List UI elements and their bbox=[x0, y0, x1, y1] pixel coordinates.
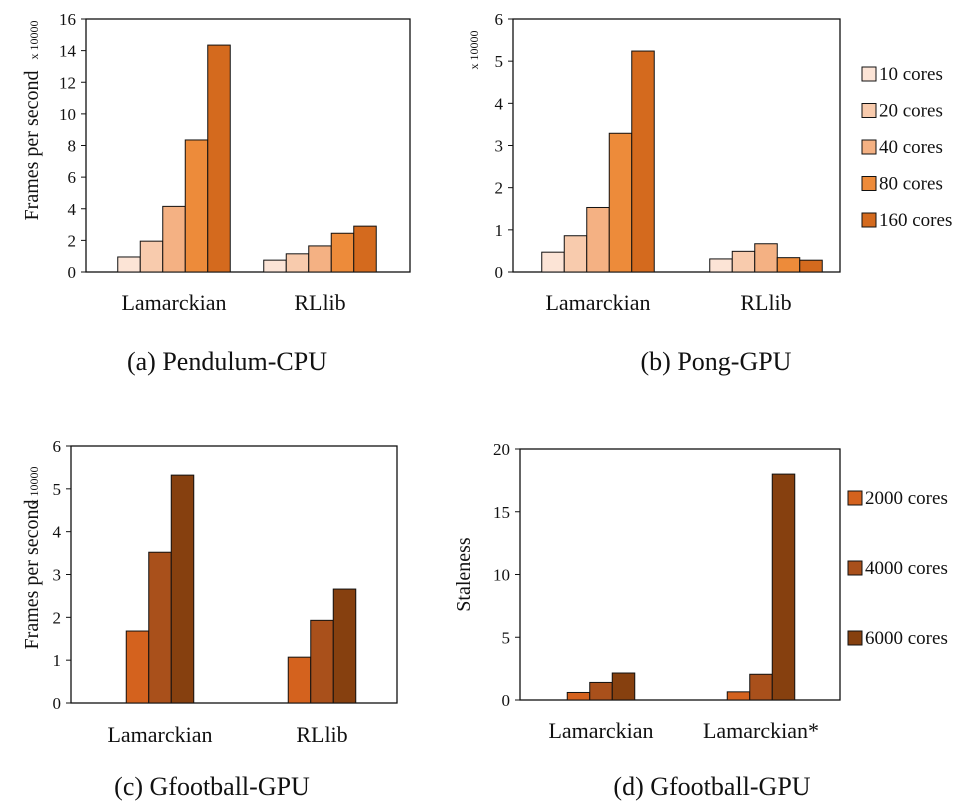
bar-2-0-2 bbox=[170, 474, 195, 704]
y-tick-label-1: 3 bbox=[495, 137, 504, 156]
y-tick-label-3: 10 bbox=[493, 566, 510, 585]
y-tick-label-0: 16 bbox=[59, 10, 76, 29]
caption-a: (a) Pendulum-CPU bbox=[127, 347, 327, 376]
legend-label-legend_top: 20 cores bbox=[879, 101, 943, 122]
multiplier-label-1: x 10000 bbox=[467, 31, 481, 70]
bar-0-1-1 bbox=[285, 253, 310, 273]
y-tick-label-0: 4 bbox=[68, 200, 77, 219]
y-tick-label-3: 20 bbox=[493, 440, 510, 459]
multiplier-label-0: x 10000 bbox=[27, 21, 41, 60]
bar-1-0-2 bbox=[586, 206, 610, 273]
y-tick-label-0: 12 bbox=[59, 73, 76, 92]
y-tick-label-2: 5 bbox=[53, 480, 62, 499]
bar-1-0-4 bbox=[631, 50, 655, 273]
y-tick-label-2: 2 bbox=[53, 608, 62, 627]
caption-b: (b) Pong-GPU bbox=[641, 347, 792, 376]
y-tick-label-2: 6 bbox=[53, 437, 62, 456]
bar-2-0-1 bbox=[148, 551, 172, 704]
legend-swatch-legend_bottom bbox=[847, 490, 863, 506]
category-label-1: Lamarckian bbox=[545, 290, 650, 315]
y-tick-label-0: 2 bbox=[68, 231, 77, 250]
y-tick-label-3: 0 bbox=[502, 691, 511, 710]
bar-3-0-2 bbox=[611, 672, 636, 701]
category-label-2: Lamarckian bbox=[107, 722, 212, 747]
bar-1-0-1 bbox=[563, 235, 588, 273]
legend-swatch-legend_top bbox=[861, 66, 877, 82]
bar-2-0-0 bbox=[125, 630, 150, 704]
category-label-2: RLlib bbox=[296, 722, 347, 747]
multiplier-label-2: x 10000 bbox=[27, 467, 41, 506]
bar-2-1-2 bbox=[332, 588, 357, 704]
y-tick-label-1: 2 bbox=[495, 179, 504, 198]
bar-0-0-4 bbox=[207, 44, 231, 273]
category-label-3: Lamarckian* bbox=[703, 718, 819, 743]
bar-0-0-3 bbox=[184, 139, 209, 273]
y-tick-label-1: 0 bbox=[495, 263, 504, 282]
bar-3-0-0 bbox=[566, 691, 591, 701]
y-tick-label-3: 5 bbox=[502, 628, 511, 647]
bar-1-1-0 bbox=[709, 258, 733, 273]
legend-label-legend_bottom: 6000 cores bbox=[865, 628, 948, 649]
bar-1-1-2 bbox=[754, 243, 778, 273]
bar-0-1-3 bbox=[330, 232, 355, 273]
legend-label-legend_bottom: 4000 cores bbox=[865, 558, 948, 579]
caption-c: (c) Gfootball-GPU bbox=[114, 772, 310, 801]
bar-0-1-4 bbox=[353, 225, 377, 273]
y-tick-label-0: 8 bbox=[68, 137, 77, 156]
legend-swatch-legend_bottom bbox=[847, 630, 863, 646]
bar-1-1-4 bbox=[799, 259, 823, 273]
caption-d: (d) Gfootball-GPU bbox=[613, 772, 810, 801]
y-tick-label-0: 6 bbox=[68, 168, 77, 187]
plot-frame-1 bbox=[512, 18, 841, 273]
bar-0-0-2 bbox=[162, 205, 186, 273]
legend-swatch-legend_top bbox=[861, 103, 877, 118]
y-axis-label-3: Staleness bbox=[453, 537, 475, 612]
bar-0-0-0 bbox=[117, 256, 141, 273]
y-tick-label-1: 1 bbox=[495, 221, 504, 240]
legend-label-legend_top: 40 cores bbox=[879, 137, 943, 158]
y-tick-label-0: 0 bbox=[68, 263, 77, 282]
y-tick-label-2: 3 bbox=[53, 566, 62, 585]
bar-3-0-1 bbox=[589, 681, 613, 701]
legend-swatch-legend_top bbox=[861, 139, 877, 155]
bar-2-1-1 bbox=[310, 619, 334, 704]
legend-label-legend_top: 10 cores bbox=[879, 64, 943, 85]
y-axis-label-0: Frames per second bbox=[21, 71, 43, 221]
y-tick-label-3: 15 bbox=[493, 503, 510, 522]
bar-1-1-3 bbox=[776, 257, 801, 273]
legend-label-legend_top: 80 cores bbox=[879, 174, 943, 195]
y-tick-label-0: 14 bbox=[59, 42, 77, 61]
category-label-0: Lamarckian bbox=[121, 290, 226, 315]
legend-swatch-legend_bottom bbox=[847, 560, 863, 576]
category-label-1: RLlib bbox=[740, 290, 791, 315]
y-tick-label-2: 0 bbox=[53, 694, 62, 713]
y-tick-label-1: 4 bbox=[495, 94, 504, 113]
category-label-3: Lamarckian bbox=[548, 718, 653, 743]
bar-1-1-1 bbox=[731, 250, 756, 273]
legend-label-legend_bottom: 2000 cores bbox=[865, 488, 948, 509]
bar-1-0-3 bbox=[608, 132, 633, 273]
y-tick-label-1: 6 bbox=[495, 10, 504, 29]
bar-3-1-2 bbox=[771, 473, 796, 701]
bar-3-1-0 bbox=[726, 691, 751, 701]
bar-0-0-1 bbox=[139, 240, 164, 273]
bar-2-1-0 bbox=[287, 656, 312, 704]
bar-0-1-2 bbox=[308, 245, 332, 273]
bar-3-1-1 bbox=[749, 673, 773, 701]
y-tick-label-2: 1 bbox=[53, 651, 62, 670]
y-tick-label-2: 4 bbox=[53, 523, 62, 542]
y-axis-label-2: Frames per second bbox=[21, 500, 43, 650]
legend-swatch-legend_top bbox=[861, 212, 877, 228]
bar-0-1-0 bbox=[263, 259, 287, 273]
bar-1-0-0 bbox=[541, 251, 565, 273]
y-tick-label-1: 5 bbox=[495, 52, 504, 71]
legend-swatch-legend_top bbox=[861, 176, 877, 191]
y-tick-label-0: 10 bbox=[59, 105, 76, 124]
legend-label-legend_top: 160 cores bbox=[879, 210, 952, 231]
category-label-0: RLlib bbox=[294, 290, 345, 315]
